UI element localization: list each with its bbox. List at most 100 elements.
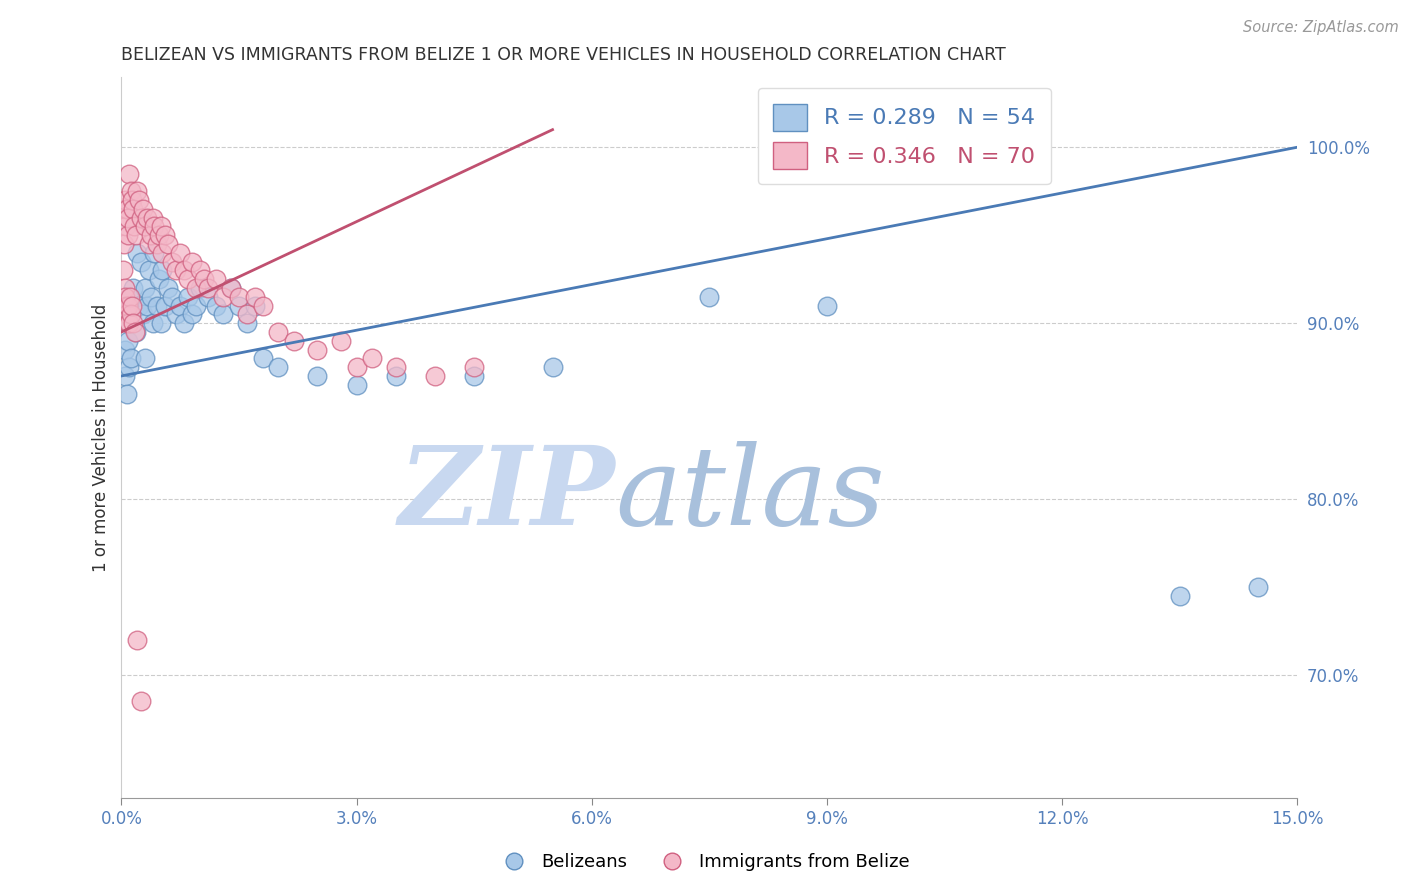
Point — [204, 272, 226, 286]
Point — [115, 219, 138, 234]
Point — [384, 360, 406, 375]
Point — [204, 299, 226, 313]
Point — [145, 299, 167, 313]
Point — [212, 307, 235, 321]
Text: atlas: atlas — [616, 442, 884, 549]
Point — [143, 245, 166, 260]
Point — [169, 299, 191, 313]
Point — [423, 368, 446, 383]
Point — [236, 307, 259, 321]
Point — [346, 360, 368, 375]
Point — [243, 290, 266, 304]
Point — [114, 193, 136, 207]
Point — [149, 219, 172, 234]
Point — [162, 290, 184, 304]
Point — [267, 325, 290, 339]
Point — [132, 307, 155, 321]
Point — [145, 237, 167, 252]
Point — [1168, 589, 1191, 603]
Point — [157, 237, 180, 252]
Point — [114, 343, 136, 357]
Point — [122, 316, 145, 330]
Point — [165, 263, 187, 277]
Point — [111, 263, 134, 277]
Point — [117, 334, 139, 348]
Point — [219, 281, 242, 295]
Point — [117, 228, 139, 243]
Point — [197, 290, 219, 304]
Point — [815, 299, 838, 313]
Point — [114, 202, 136, 216]
Legend: Belizeans, Immigrants from Belize: Belizeans, Immigrants from Belize — [489, 847, 917, 879]
Point — [228, 299, 250, 313]
Point — [184, 299, 207, 313]
Point — [193, 272, 215, 286]
Point — [115, 299, 138, 313]
Text: ZIP: ZIP — [399, 442, 616, 549]
Point — [228, 290, 250, 304]
Point — [135, 211, 157, 225]
Point — [267, 360, 290, 375]
Point — [184, 281, 207, 295]
Point — [114, 368, 136, 383]
Point — [169, 245, 191, 260]
Point — [120, 290, 142, 304]
Legend: R = 0.289   N = 54, R = 0.346   N = 70: R = 0.289 N = 54, R = 0.346 N = 70 — [758, 88, 1050, 185]
Point — [141, 290, 163, 304]
Point — [121, 193, 143, 207]
Point — [141, 228, 163, 243]
Point — [134, 351, 156, 366]
Point — [118, 290, 141, 304]
Point — [127, 245, 149, 260]
Point — [384, 368, 406, 383]
Point — [127, 184, 149, 198]
Point — [283, 334, 305, 348]
Point — [124, 228, 146, 243]
Point — [150, 245, 173, 260]
Point — [157, 281, 180, 295]
Point — [129, 694, 152, 708]
Point — [117, 211, 139, 225]
Point — [188, 263, 211, 277]
Point — [181, 254, 204, 268]
Point — [118, 167, 141, 181]
Point — [129, 254, 152, 268]
Point — [165, 307, 187, 321]
Point — [252, 351, 274, 366]
Point — [115, 386, 138, 401]
Point — [173, 316, 195, 330]
Point — [181, 307, 204, 321]
Point — [114, 281, 136, 295]
Point — [162, 254, 184, 268]
Point — [112, 237, 135, 252]
Point — [124, 325, 146, 339]
Point — [541, 360, 564, 375]
Point — [127, 632, 149, 647]
Point — [135, 299, 157, 313]
Point — [212, 290, 235, 304]
Text: BELIZEAN VS IMMIGRANTS FROM BELIZE 1 OR MORE VEHICLES IN HOUSEHOLD CORRELATION C: BELIZEAN VS IMMIGRANTS FROM BELIZE 1 OR … — [121, 46, 1007, 64]
Point — [150, 263, 173, 277]
Point — [236, 316, 259, 330]
Point — [138, 263, 160, 277]
Point — [142, 316, 165, 330]
Point — [117, 299, 139, 313]
Point — [122, 281, 145, 295]
Point — [1011, 149, 1033, 163]
Point — [124, 325, 146, 339]
Point — [122, 219, 145, 234]
Text: Source: ZipAtlas.com: Source: ZipAtlas.com — [1243, 20, 1399, 35]
Point — [329, 334, 352, 348]
Point — [463, 368, 485, 383]
Point — [120, 184, 142, 198]
Point — [346, 377, 368, 392]
Point — [149, 316, 172, 330]
Point — [153, 228, 176, 243]
Point — [129, 211, 152, 225]
Point — [219, 281, 242, 295]
Point — [138, 237, 160, 252]
Point — [252, 299, 274, 313]
Point — [697, 290, 720, 304]
Point — [120, 351, 142, 366]
Point — [121, 299, 143, 313]
